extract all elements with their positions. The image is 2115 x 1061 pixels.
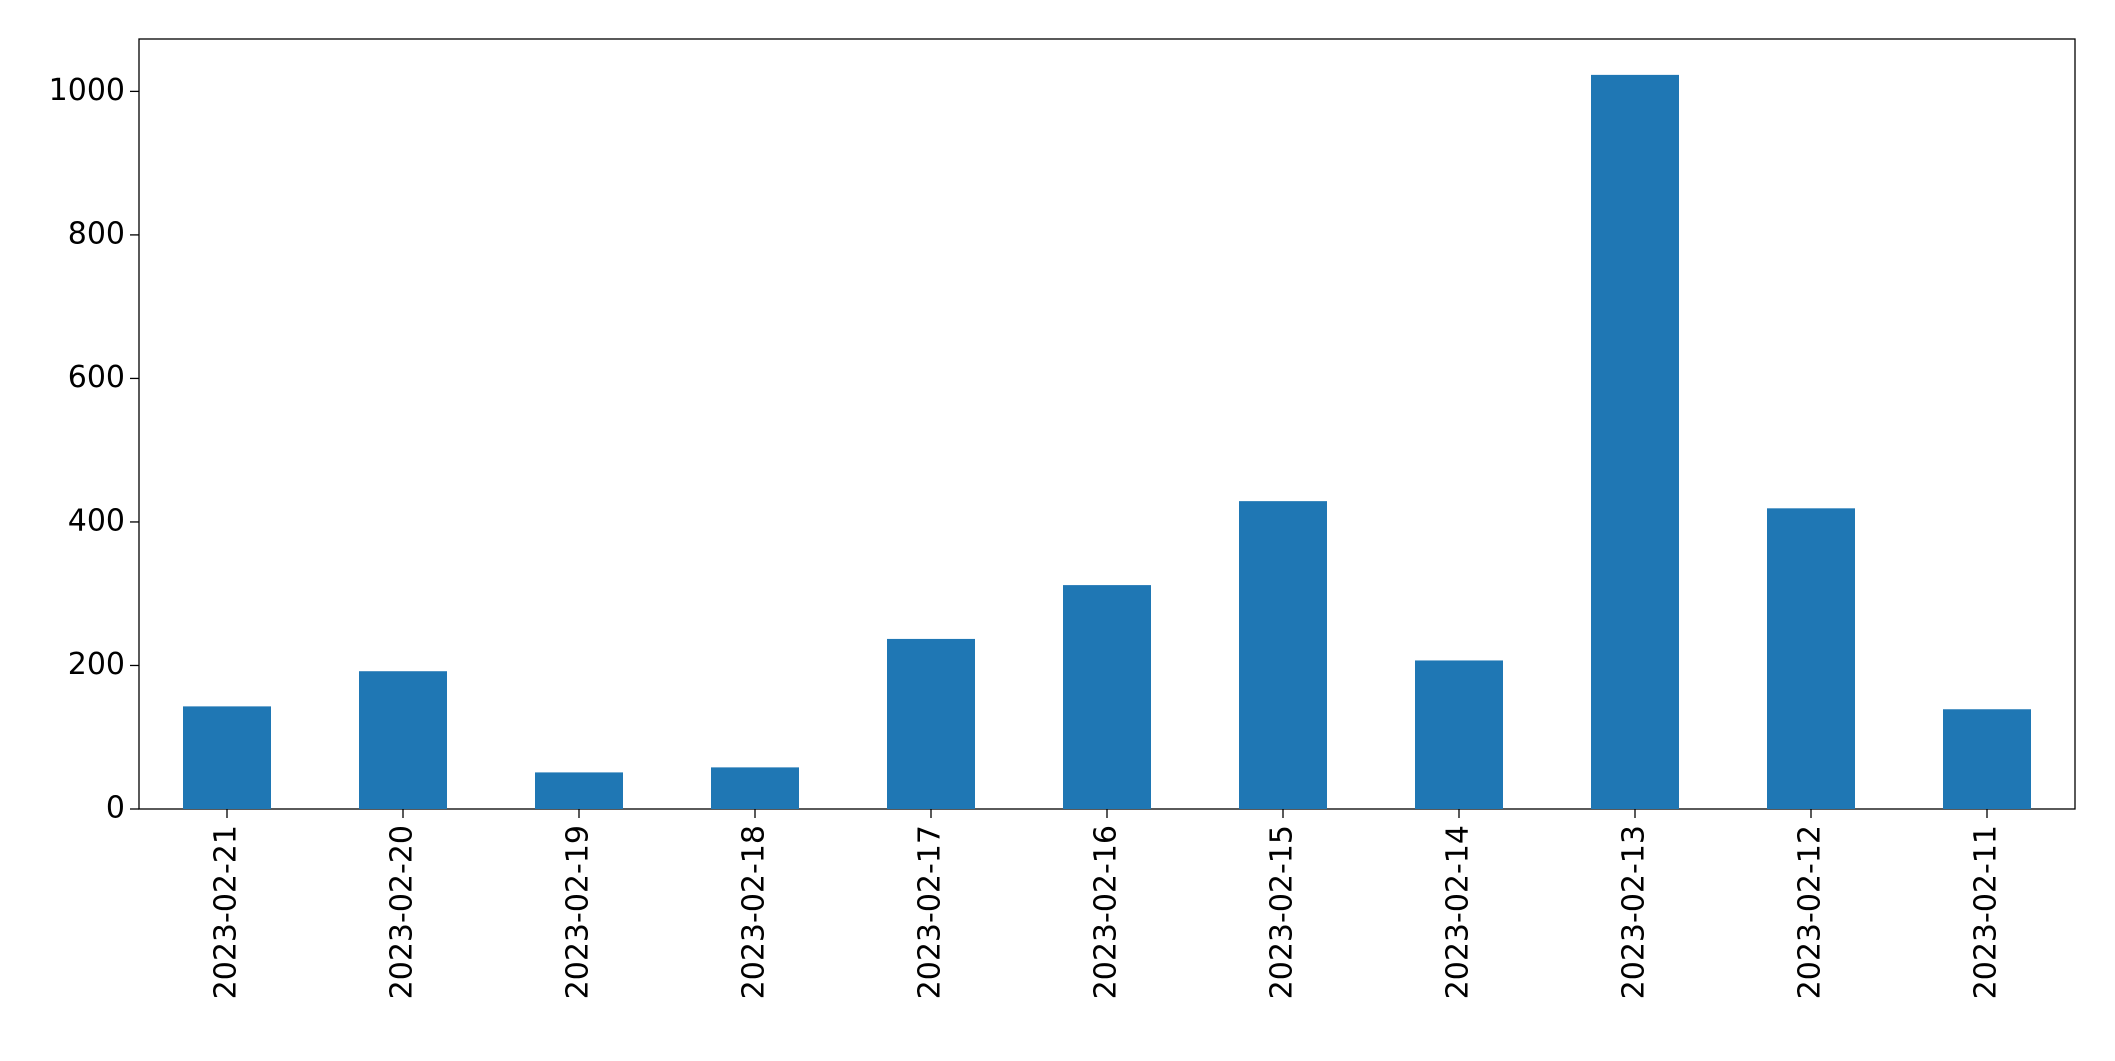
x-tick-label: 2023-02-15 (1265, 825, 1300, 999)
y-tick-label: 0 (106, 791, 125, 826)
x-tick-label: 2023-02-18 (737, 825, 772, 999)
x-tick-label: 2023-02-11 (1969, 825, 2004, 999)
bar (1415, 660, 1503, 809)
x-tick-label: 2023-02-17 (913, 825, 948, 999)
bar (359, 671, 447, 809)
y-tick-label: 200 (68, 647, 125, 682)
x-tick-label: 2023-02-19 (561, 825, 596, 999)
bar (1943, 709, 2031, 809)
bar (1767, 508, 1855, 809)
x-tick-label: 2023-02-21 (209, 825, 244, 999)
y-tick-label: 1000 (49, 73, 125, 108)
y-tick-label: 600 (68, 360, 125, 395)
bar (183, 706, 271, 809)
bar (711, 767, 799, 809)
x-tick-label: 2023-02-16 (1089, 825, 1124, 999)
y-tick-label: 800 (68, 216, 125, 251)
bar (1591, 74, 1679, 809)
bar (535, 772, 623, 809)
y-tick-label: 400 (68, 503, 125, 538)
bar (887, 638, 975, 809)
x-tick-label: 2023-02-13 (1617, 825, 1652, 999)
bar (1239, 501, 1327, 809)
bar (1063, 585, 1151, 809)
x-tick-label: 2023-02-14 (1441, 825, 1476, 999)
x-tick-label: 2023-02-20 (385, 825, 420, 999)
x-tick-label: 2023-02-12 (1793, 825, 1828, 999)
